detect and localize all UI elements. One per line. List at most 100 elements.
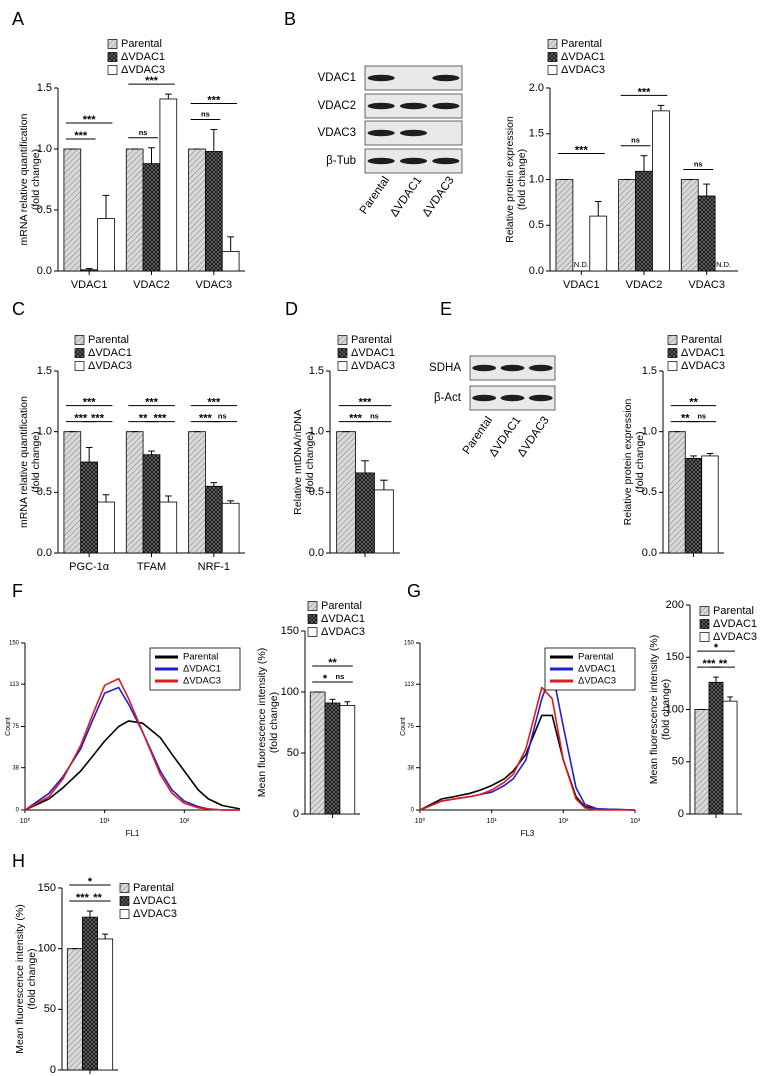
legend-label: ΔVDAC1 <box>121 51 165 63</box>
nd-label: N.D. <box>716 260 731 269</box>
y-axis-label: (fold change) <box>268 692 280 753</box>
y-tick-label: 150 <box>38 882 56 894</box>
legend-swatch <box>108 65 117 75</box>
legend-label: ΔVDAC1 <box>133 895 177 907</box>
bar-pattern <box>126 431 144 553</box>
legend-label: ΔVDAC1 <box>183 664 221 675</box>
bar-pattern <box>205 151 223 271</box>
y-tick-label: 2.0 <box>529 82 544 94</box>
legend-label: ΔVDAC3 <box>133 908 177 920</box>
y-axis-label: mRNA relative quantification <box>18 396 30 528</box>
histogram-line <box>24 720 241 811</box>
significance-label: * <box>714 642 719 654</box>
blot-row-label: VDAC2 <box>318 100 356 112</box>
y-tick-label: 0.0 <box>642 547 657 559</box>
y-tick-label: 0.0 <box>529 265 544 277</box>
x-tick-label: VDAC2 <box>133 279 170 291</box>
x-axis-label: FL1 <box>126 829 140 838</box>
legend-swatch-outline <box>74 361 85 371</box>
y-tick-label: 1.5 <box>37 365 52 377</box>
x-tick-label: VDAC1 <box>563 279 600 291</box>
y-axis-label: Relative protein expression <box>622 399 634 526</box>
blot-row-label: SDHA <box>429 362 461 374</box>
significance-label: ns <box>370 412 379 421</box>
significance-label: *** <box>359 397 373 409</box>
legend-swatch-outline <box>667 348 678 358</box>
bar <box>222 251 240 271</box>
bar-pattern <box>325 702 340 814</box>
blot-band <box>472 394 497 402</box>
legend-swatch-outline <box>307 627 318 637</box>
significance-label: *** <box>76 892 90 904</box>
legend-swatch-pattern <box>120 896 129 906</box>
legend-label: ΔVDAC1 <box>88 347 132 359</box>
y-tick-label: 0 <box>678 808 684 820</box>
blot-row-label: β-Act <box>434 392 462 404</box>
legend-label: ΔVDAC3 <box>681 360 725 372</box>
blot-band <box>399 157 428 165</box>
significance-label: *** <box>74 413 88 425</box>
bar-pattern <box>63 149 81 271</box>
legend-swatch-outline <box>547 52 558 62</box>
significance-label: *** <box>91 413 105 425</box>
legend-swatch <box>700 632 709 642</box>
y-tick-label: 0 <box>16 808 20 814</box>
bar-pattern <box>143 163 160 271</box>
legend-swatch-pattern <box>75 348 84 358</box>
legend-swatch-pattern <box>548 39 557 49</box>
y-tick-label: 100 <box>281 686 299 698</box>
bar <box>589 216 607 271</box>
bar-pattern <box>336 431 356 553</box>
y-tick-label: 150 <box>404 641 415 647</box>
y-tick-label: 75 <box>12 724 19 730</box>
blot-band <box>432 74 460 82</box>
legend-swatch <box>338 361 347 371</box>
significance-label: * <box>88 876 93 888</box>
significance-label: *** <box>207 397 221 409</box>
legend-swatch <box>548 65 557 75</box>
significance-label: ns <box>336 672 345 681</box>
x-tick-label: VDAC1 <box>71 279 108 291</box>
x-tick-label: 10² <box>179 818 190 825</box>
y-tick-label: 1.5 <box>309 365 324 377</box>
bar-pattern <box>82 917 98 1070</box>
legend-swatch-outline <box>699 606 710 616</box>
legend-swatch-outline <box>107 39 118 49</box>
y-tick-label: 1.0 <box>529 173 544 185</box>
y-tick-label: 0.5 <box>529 219 544 231</box>
significance-label: *** <box>703 658 717 670</box>
significance-label: ns <box>631 136 640 145</box>
blot-lane-label: ΔVDAC3 <box>421 175 457 220</box>
legend-swatch-outline <box>547 65 558 75</box>
bar-pattern <box>80 269 98 271</box>
legend-swatch-outline <box>119 896 130 906</box>
y-axis-label: (fold change) <box>516 149 528 210</box>
blot-row-label: VDAC3 <box>318 127 356 139</box>
bar <box>159 502 177 553</box>
legend-label: ΔVDAC1 <box>681 347 725 359</box>
significance-label: ** <box>719 658 728 670</box>
legend-swatch-outline <box>119 883 130 893</box>
bar <box>222 503 240 553</box>
bar <box>97 218 115 271</box>
legend-swatch-outline <box>107 52 118 62</box>
bar <box>159 98 177 271</box>
legend-label: ΔVDAC3 <box>713 631 757 643</box>
y-tick-label: 0.0 <box>37 265 52 277</box>
y-tick-label: 1.5 <box>529 128 544 140</box>
y-tick-label: 1.0 <box>37 426 52 438</box>
y-tick-label: 150 <box>9 641 20 647</box>
legend-swatch-pattern <box>548 52 557 62</box>
bar-pattern <box>708 682 724 814</box>
x-tick-label: 10² <box>558 818 569 825</box>
blot-band <box>432 157 460 165</box>
legend-label: ΔVDAC3 <box>183 676 221 687</box>
x-tick-label: PGC-1α <box>69 561 110 573</box>
y-axis-label: Relative protein expression <box>504 116 516 243</box>
y-tick-label: 1.5 <box>37 82 52 94</box>
y-tick-label: 0.5 <box>642 486 657 498</box>
y-tick-label: 1.0 <box>309 426 324 438</box>
bar-pattern <box>668 431 686 553</box>
x-axis-label: FL3 <box>521 829 535 838</box>
significance-label: *** <box>207 94 221 106</box>
